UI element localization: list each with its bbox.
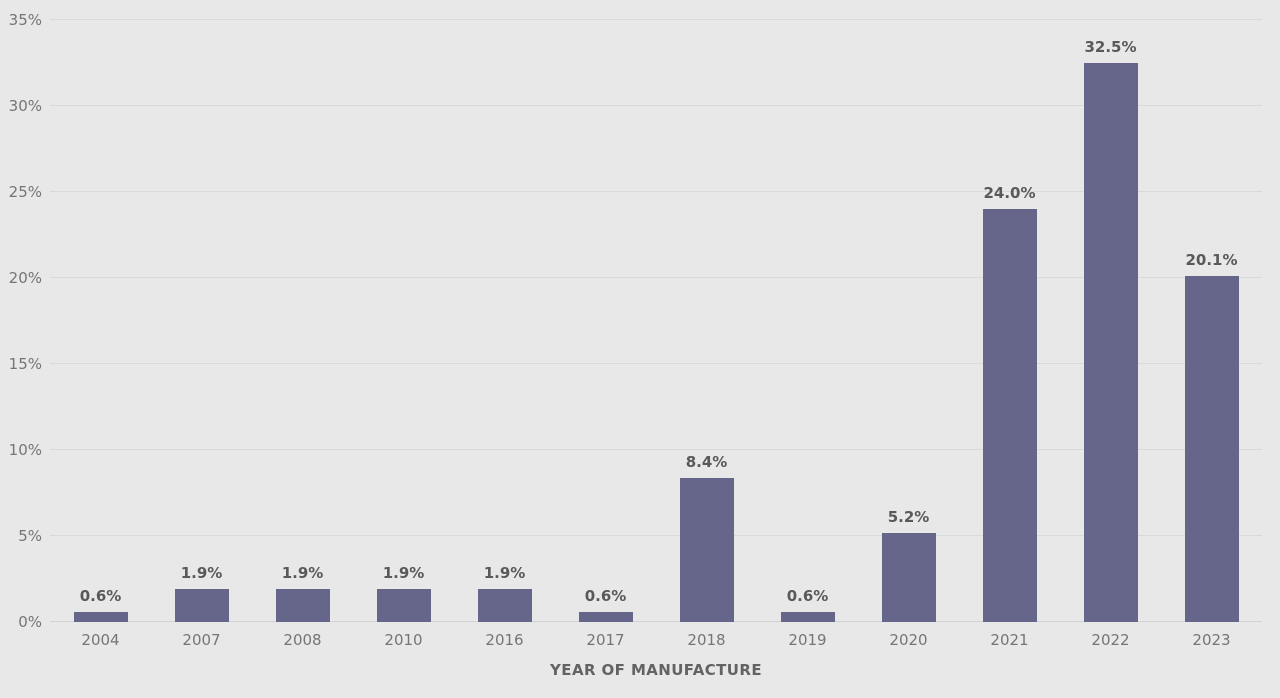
bar-slot: 0.6%	[555, 20, 656, 622]
gridline	[50, 621, 1262, 622]
gridline	[50, 535, 1262, 536]
bar-2008: 1.9%	[275, 564, 330, 622]
bar-value-label: 1.9%	[281, 564, 324, 583]
x-axis-tick-label: 2016	[485, 631, 524, 649]
bar-2023: 20.1%	[1184, 251, 1239, 622]
bar-slot: 5.2%	[858, 20, 959, 622]
bar-value-label: 0.6%	[786, 586, 829, 605]
x-axis-tick-label: 2018	[687, 631, 726, 649]
x-axis-tick-label: 2008	[283, 631, 322, 649]
x-axis-tick-label: 2022	[1091, 631, 1130, 649]
bar-slot: 0.6%	[757, 20, 858, 622]
bar-2016: 1.9%	[477, 564, 532, 622]
bar-2022: 32.5%	[1083, 38, 1138, 622]
bar-value-label: 20.1%	[1185, 251, 1238, 270]
bar-value-label: 1.9%	[382, 564, 425, 583]
bar-value-label: 1.9%	[483, 564, 526, 583]
y-axis: 0% 5% 10% 15% 20% 25% 30% 35%	[0, 11, 42, 631]
gridline	[50, 363, 1262, 364]
bar-2020: 5.2%	[881, 508, 936, 622]
y-axis-tick-label: 35%	[8, 11, 42, 29]
gridline	[50, 277, 1262, 278]
x-axis-title: YEAR OF MANUFACTURE	[550, 661, 762, 679]
bar-slot: 20.1%	[1161, 20, 1262, 622]
bar-2021: 24.0%	[982, 184, 1037, 622]
bar-slot: 1.9%	[151, 20, 252, 622]
bar-2017: 0.6%	[578, 587, 633, 622]
bar-2010: 1.9%	[376, 564, 431, 622]
y-axis-tick-label: 20%	[8, 269, 42, 287]
bar-2007: 1.9%	[174, 564, 229, 622]
bar-value-label: 0.6%	[584, 586, 627, 605]
bar-value-label: 8.4%	[685, 452, 728, 471]
bar-2019: 0.6%	[780, 587, 835, 622]
bar-2018: 8.4%	[679, 453, 734, 622]
gridline	[50, 449, 1262, 450]
bar-slot: 8.4%	[656, 20, 757, 622]
x-axis-tick-label: 2017	[586, 631, 625, 649]
bar-slot: 32.5%	[1060, 20, 1161, 622]
bar-value-label: 24.0%	[983, 184, 1036, 203]
bar-slot: 1.9%	[353, 20, 454, 622]
x-axis-tick-label: 2023	[1192, 631, 1231, 649]
gridline	[50, 19, 1262, 20]
y-axis-tick-label: 15%	[8, 355, 42, 373]
bar-value-label: 32.5%	[1084, 38, 1137, 57]
bar-value-label: 5.2%	[887, 507, 930, 526]
x-axis: 2004 2007 2008 2010 2016 2017 2018 2019 2020 2021…	[50, 631, 1262, 649]
y-axis-tick-label: 25%	[8, 183, 42, 201]
bar-value-label: 1.9%	[180, 564, 223, 583]
y-axis-tick-label: 10%	[8, 441, 42, 459]
bar-slot: 1.9%	[454, 20, 555, 622]
x-axis-tick-label: 2020	[889, 631, 928, 649]
y-axis-tick-label: 0%	[18, 613, 42, 631]
bar-slot: 0.6%	[50, 20, 151, 622]
bar-value-label: 0.6%	[79, 586, 122, 605]
y-axis-tick-label: 30%	[8, 97, 42, 115]
gridline	[50, 191, 1262, 192]
x-axis-tick-label: 2007	[182, 631, 221, 649]
bar-2004: 0.6%	[73, 587, 128, 622]
x-axis-tick-label: 2010	[384, 631, 423, 649]
x-axis-tick-label: 2004	[81, 631, 120, 649]
x-axis-tick-label: 2019	[788, 631, 827, 649]
bar-slot: 24.0%	[959, 20, 1060, 622]
y-axis-tick-label: 5%	[18, 527, 42, 545]
x-axis-tick-label: 2021	[990, 631, 1029, 649]
gridline	[50, 105, 1262, 106]
bar-slot: 1.9%	[252, 20, 353, 622]
bars: 0.6% 1.9% 1.9% 1.9% 1.9% 0.6% 8.4% 0.6% 5.2% 24.0…	[50, 20, 1262, 622]
plot-area: 0.6% 1.9% 1.9% 1.9% 1.9% 0.6% 8.4% 0.6% 5.2% 24.0…	[50, 19, 1262, 622]
